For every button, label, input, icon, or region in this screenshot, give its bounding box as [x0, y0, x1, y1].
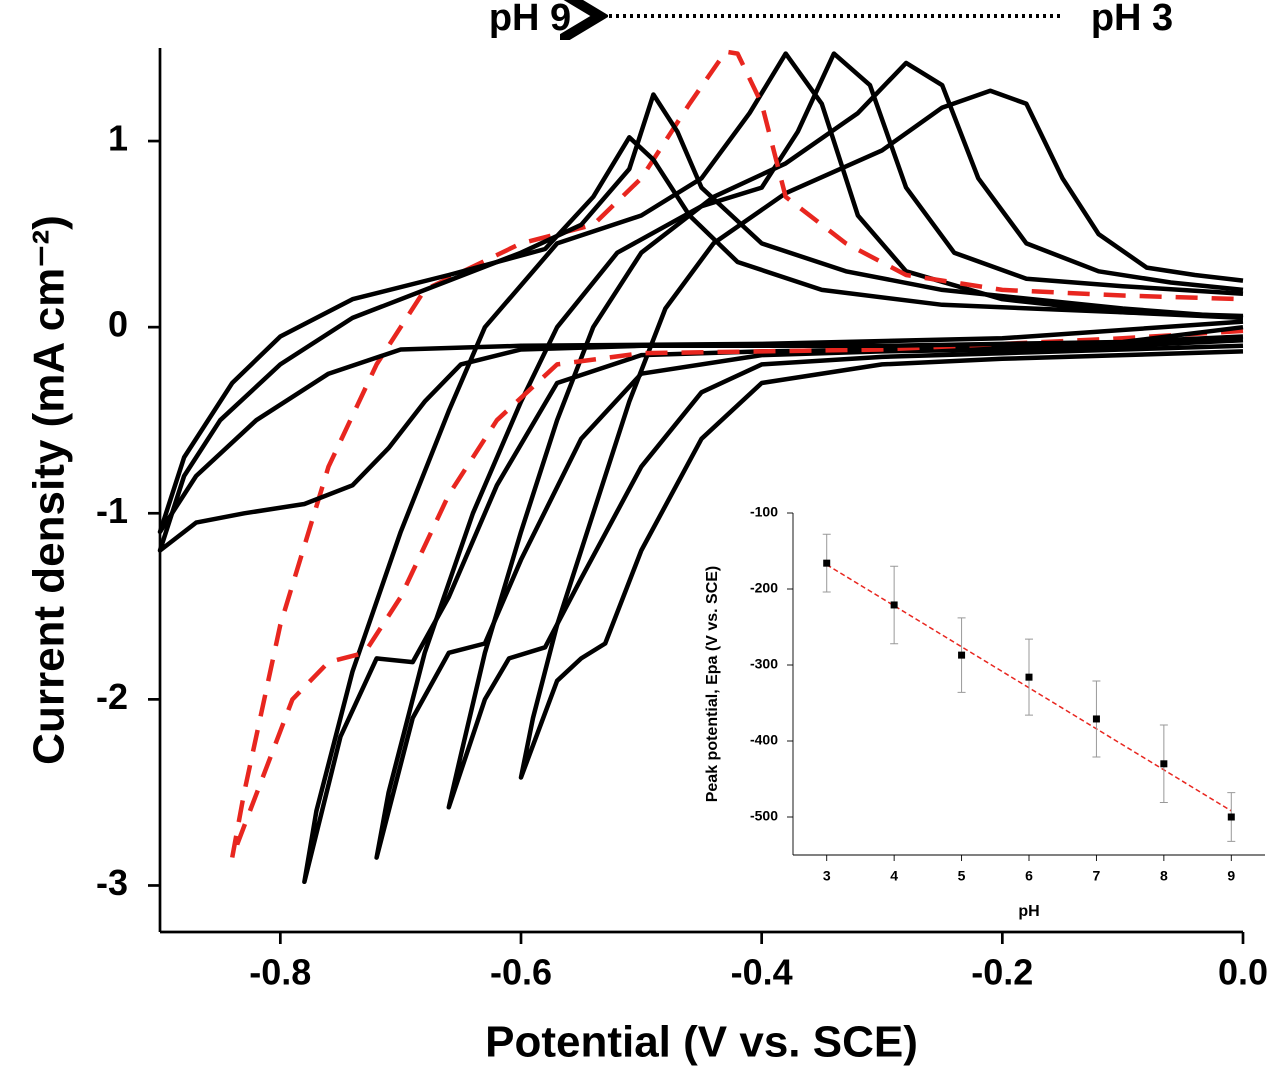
cv-curve: [229, 49, 1244, 860]
y-tick-label: 0: [108, 304, 128, 345]
x-tick-label: -0.8: [249, 952, 311, 993]
x-tick-label: 5: [958, 868, 966, 884]
y-axis-title: Peak potential, Epa (V vs. SCE): [704, 566, 721, 803]
x-tick-label: 0.0: [1218, 952, 1268, 993]
y-tick-label: -400: [750, 732, 778, 748]
point: [1025, 673, 1033, 681]
annotation: pH 9: [489, 0, 571, 39]
point: [1227, 813, 1235, 821]
cv-curve: [302, 51, 1244, 885]
x-tick-label: -0.6: [490, 952, 552, 993]
x-tick-label: 8: [1160, 868, 1168, 884]
y-tick-label: -3: [96, 862, 128, 903]
y-tick-label: -300: [750, 656, 778, 672]
x-tick-label: 6: [1025, 868, 1033, 884]
cv-curve: [374, 51, 1244, 860]
y-tick-label: -500: [750, 808, 778, 824]
point: [823, 559, 831, 567]
x-axis-title: Potential (V vs. SCE): [485, 1018, 918, 1067]
point: [1092, 715, 1100, 723]
annotation: pH 3: [1091, 0, 1173, 39]
x-axis-title: pH: [1018, 903, 1039, 920]
x-tick-label: 4: [890, 868, 898, 884]
point: [1160, 760, 1168, 768]
cv-curve: [446, 60, 1244, 810]
x-tick-label: -0.4: [731, 952, 793, 993]
y-tick-label: -100: [750, 504, 778, 520]
x-tick-label: 7: [1093, 868, 1101, 884]
y-tick-label: -1: [96, 490, 128, 531]
y-tick-label: -2: [96, 676, 128, 717]
cv-curve: [157, 92, 1244, 553]
x-tick-label: 3: [823, 868, 831, 884]
y-tick-label: 1: [108, 118, 128, 159]
x-tick-label: -0.2: [971, 952, 1033, 993]
point: [890, 601, 898, 609]
cv-curve: [157, 135, 1244, 535]
cv-curve: [518, 88, 1244, 780]
point: [958, 651, 966, 659]
x-tick-label: 9: [1227, 868, 1235, 884]
y-axis-title: Current density (mA cm⁻²): [25, 215, 74, 765]
y-tick-label: -200: [750, 580, 778, 596]
